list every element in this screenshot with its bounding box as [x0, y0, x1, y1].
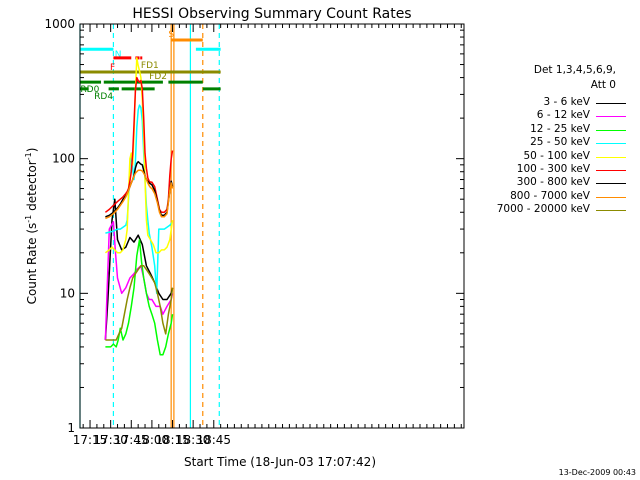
x-tick-label-3: 18:00 [135, 433, 170, 447]
flag-label-N: N [115, 50, 122, 60]
vertical-markers [79, 24, 220, 428]
legend-swatch-6 [596, 183, 626, 185]
x-tick-label-2: 17:45 [114, 433, 149, 447]
legend-label-5: 100 - 300 keV [516, 163, 590, 175]
y-axis-label: Count Rate (s-1 detector-1) [24, 148, 39, 305]
flag-label-RD4: RD4 [94, 92, 113, 102]
x-tick-label-6: 18:45 [196, 433, 231, 447]
series-line-0 [104, 198, 174, 341]
legend-label-3: 25 - 50 keV [530, 136, 590, 149]
legend-swatch-4 [596, 156, 626, 158]
series-lines [104, 57, 174, 356]
y-tick-label-3: 1000 [44, 17, 75, 31]
series-line-3 [105, 104, 174, 295]
legend-label-0: 3 - 6 keV [543, 96, 590, 108]
y-tick-label-0: 1 [67, 421, 75, 435]
x-tick-label-4: 18:15 [155, 433, 190, 447]
x-tick-label-5: 18:30 [176, 433, 211, 447]
flag-label-RD0: RD0 [80, 85, 99, 95]
legend-swatch-8 [596, 210, 626, 212]
flag-label-F: F [110, 63, 115, 73]
legend-label-4: 50 - 100 keV [523, 149, 590, 162]
legend-label-6: 300 - 800 keV [516, 176, 590, 189]
legend-label-8: 7000 - 20000 keV [496, 203, 590, 216]
series-line-4 [104, 57, 174, 254]
plot-frame [79, 23, 465, 429]
legend-swatch-5 [596, 170, 626, 171]
flag-label-S: S [168, 30, 174, 40]
legend-header-text1: Det 1,3,4,5,6,9, [533, 64, 616, 76]
x-axis-label: Start Time (18-Jun-03 17:07:42) [184, 455, 376, 469]
flag-label-FD2: FD2 [149, 72, 167, 82]
legend-swatch-1 [596, 116, 626, 118]
legend-label-7: 800 - 7000 keV [510, 189, 590, 202]
legend-swatch-2 [596, 129, 626, 131]
series-line-8 [105, 265, 174, 341]
series-line-2 [105, 238, 174, 356]
x-tick-label-0: 17:15 [73, 433, 108, 447]
legend-header-text2: Att 0 [590, 79, 616, 91]
legend-label-2: 12 - 25 keV [530, 122, 590, 135]
legend-swatch-0 [596, 103, 626, 104]
series-line-7 [105, 169, 174, 220]
legend-swatch-3 [596, 143, 626, 145]
legend-label-1: 6 - 12 keV [536, 109, 590, 122]
y-axis-label-mid: detector [25, 160, 39, 215]
chart-title: HESSI Observing Summary Count Rates [132, 6, 411, 22]
x-tick-label-1: 17:30 [93, 433, 128, 447]
y-tick-label-2: 100 [52, 152, 75, 166]
y-axis-label-prefix: Count Rate (s [25, 223, 39, 305]
y-tick-label-1: 10 [60, 286, 75, 300]
series-line-5 [104, 76, 174, 214]
y-axis-label-suffix: ) [25, 148, 39, 153]
y-axis-label-exp2: -1 [24, 152, 33, 160]
flag-label-FD1: FD1 [141, 61, 159, 71]
footer-timestamp: 13-Dec-2009 00:43 [559, 468, 636, 477]
legend-swatch-7 [596, 196, 626, 198]
y-axis-label-exp1: -1 [24, 215, 33, 223]
